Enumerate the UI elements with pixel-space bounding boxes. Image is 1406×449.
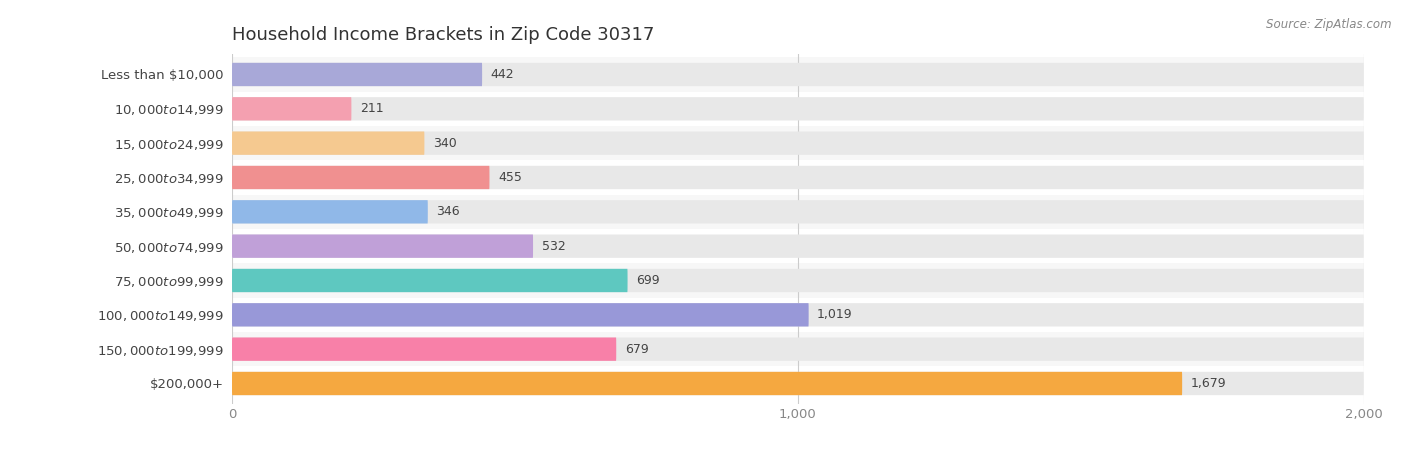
FancyBboxPatch shape xyxy=(232,97,1364,120)
FancyBboxPatch shape xyxy=(232,372,1364,395)
Bar xyxy=(232,263,1364,298)
Text: 346: 346 xyxy=(436,205,460,218)
FancyBboxPatch shape xyxy=(232,132,425,155)
FancyBboxPatch shape xyxy=(232,200,427,224)
FancyBboxPatch shape xyxy=(232,166,489,189)
FancyBboxPatch shape xyxy=(232,269,1364,292)
FancyBboxPatch shape xyxy=(232,132,1364,155)
Bar xyxy=(232,366,1364,401)
FancyBboxPatch shape xyxy=(232,63,1364,86)
Bar xyxy=(232,195,1364,229)
Bar xyxy=(232,332,1364,366)
Bar xyxy=(232,126,1364,160)
Text: 455: 455 xyxy=(498,171,522,184)
FancyBboxPatch shape xyxy=(232,63,482,86)
FancyBboxPatch shape xyxy=(232,338,1364,361)
FancyBboxPatch shape xyxy=(232,303,1364,326)
FancyBboxPatch shape xyxy=(232,234,533,258)
FancyBboxPatch shape xyxy=(232,269,627,292)
Text: 532: 532 xyxy=(541,240,565,253)
Bar xyxy=(232,57,1364,92)
FancyBboxPatch shape xyxy=(232,97,352,120)
Text: 699: 699 xyxy=(636,274,659,287)
Text: 442: 442 xyxy=(491,68,515,81)
FancyBboxPatch shape xyxy=(232,338,616,361)
Text: Source: ZipAtlas.com: Source: ZipAtlas.com xyxy=(1267,18,1392,31)
Text: Household Income Brackets in Zip Code 30317: Household Income Brackets in Zip Code 30… xyxy=(232,26,654,44)
FancyBboxPatch shape xyxy=(232,372,1182,395)
Bar xyxy=(232,92,1364,126)
FancyBboxPatch shape xyxy=(232,166,1364,189)
Text: 340: 340 xyxy=(433,136,457,150)
Text: 1,679: 1,679 xyxy=(1191,377,1226,390)
Text: 679: 679 xyxy=(624,343,648,356)
Text: 1,019: 1,019 xyxy=(817,308,853,321)
FancyBboxPatch shape xyxy=(232,303,808,326)
Bar xyxy=(232,298,1364,332)
Text: 211: 211 xyxy=(360,102,384,115)
FancyBboxPatch shape xyxy=(232,234,1364,258)
FancyBboxPatch shape xyxy=(232,200,1364,224)
Bar xyxy=(232,229,1364,263)
Bar xyxy=(232,160,1364,195)
